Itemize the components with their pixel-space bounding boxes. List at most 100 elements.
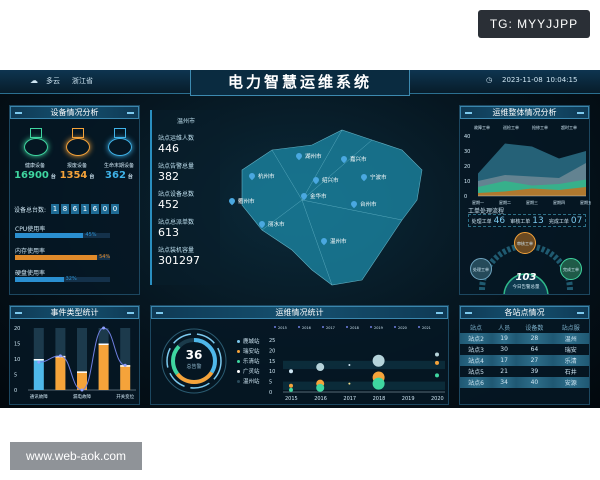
table-cell: 站点3 — [468, 347, 484, 354]
x-tick: 漏电故障 — [73, 393, 91, 400]
legend-item[interactable]: 瑞安站 — [237, 346, 260, 356]
map-city-label[interactable]: 湖州市 — [305, 154, 322, 160]
legend-item[interactable]: 鹿城站 — [237, 336, 260, 346]
usage-bar — [15, 233, 110, 238]
table-row[interactable]: 站点5 21 39 石井 — [460, 366, 589, 377]
map-city-label[interactable]: 嘉兴市 — [350, 157, 367, 163]
legend-dot — [394, 326, 396, 328]
city-name: 温州市 — [176, 118, 195, 125]
legend-item[interactable]: 乐清站 — [237, 356, 260, 366]
table-cell: 站点5 — [468, 369, 484, 376]
event-panel-title: 事件类型统计 — [10, 306, 139, 319]
x-tick: 星期一 — [472, 199, 484, 205]
value: 362 — [105, 170, 126, 181]
y-tick: 20 — [269, 348, 275, 354]
table-row[interactable]: 站点4 17 27 乐清 — [460, 355, 589, 366]
workflow-diagram — [479, 243, 573, 294]
node-complete[interactable]: 完成工单 — [560, 258, 582, 280]
dashboard: ☁ 多云 浙江省 ◷ 2023-11-08 10:04:15 电力智慧运维系统 … — [0, 70, 600, 408]
table-cell: 39 — [530, 368, 539, 375]
node-review[interactable]: 审核工单 — [514, 232, 536, 254]
device-total-label: 设备总台数: — [14, 206, 47, 214]
line-point — [80, 388, 84, 392]
table-row[interactable]: 站点3 30 64 瑞安 — [460, 344, 589, 355]
table-row[interactable]: 站点6 34 40 安源 — [460, 377, 589, 388]
table-cell: 27 — [516, 355, 553, 366]
map-city-label[interactable]: 台州市 — [360, 202, 377, 208]
scatter-point — [435, 360, 439, 365]
unit: 台 — [89, 174, 95, 180]
legend-dot — [237, 369, 240, 373]
alarm-total-label: 今日告警总量 — [512, 285, 540, 290]
column-header[interactable]: 站点服 — [561, 325, 580, 332]
table-cell: 19 — [491, 333, 517, 344]
table-row[interactable]: 站点2 19 28 温州 — [460, 333, 589, 344]
device-stat-value: 16900 台 — [14, 170, 56, 181]
x-tick: 星期五 — [580, 199, 591, 205]
device-stat-label: 生命末期设备 — [103, 163, 134, 169]
band — [283, 381, 445, 390]
map-city-label[interactable]: 绍兴市 — [322, 178, 339, 184]
map-city-label[interactable]: 杭州市 — [258, 174, 275, 180]
map-city-label[interactable]: 宁波市 — [370, 175, 387, 181]
legend-dot — [418, 326, 420, 328]
table-cell: 28 — [516, 333, 553, 344]
watermark-site: www.web-aok.com — [10, 442, 142, 470]
bar-cap — [77, 371, 87, 373]
watermark-tg: TG: MYYJJPP — [478, 10, 590, 38]
device-panel: 设备情况分析 健康设备 16900 台报废设备 1354 台生命末期设备 362 台 设备总… — [9, 105, 140, 295]
legend-dot — [237, 359, 240, 363]
clock-icon: ◷ — [486, 76, 493, 84]
y-tick: 15 — [269, 359, 275, 365]
ops-panel-title: 运维整体情况分析 — [460, 106, 589, 119]
y-tick: 10 — [464, 179, 470, 185]
device-stat-value: 1354 台 — [56, 170, 98, 181]
line-point — [37, 360, 41, 364]
unit: 台 — [127, 174, 133, 180]
bar-chart: 0 5 10 15 20 通讯故障 漏电故障 开关变位 — [14, 326, 136, 400]
table-cell: 站点4 — [460, 355, 492, 366]
x-tick: 星期三 — [526, 199, 538, 205]
usage-percent: 32% — [65, 276, 77, 282]
total-digit: 6 — [91, 204, 100, 214]
legend-dot — [346, 326, 348, 328]
device-panel-title: 设备情况分析 — [10, 106, 139, 119]
city-stat-value: 613 — [158, 226, 179, 239]
station-panel: 各站点情况 站点 人员 设备数 站点服 站点2 19 28 温州 站点3 30 64 瑞安 站点4 17 2… — [459, 305, 590, 405]
column-header[interactable]: 设备数 — [525, 325, 544, 332]
legend-item: 2015 — [278, 326, 287, 330]
map-city-label[interactable]: 金华市 — [310, 194, 327, 200]
table-cell: 瑞安 — [564, 347, 577, 354]
total-digit: 1 — [81, 204, 90, 214]
table-cell: 安源 — [552, 377, 589, 388]
legend-item[interactable]: 温州站 — [237, 376, 260, 386]
y-tick: 5 — [14, 373, 17, 379]
column-header[interactable]: 站点 — [469, 325, 482, 332]
alarm-total-value: 103 — [515, 272, 537, 283]
map-city-label[interactable]: 丽水市 — [268, 222, 285, 228]
ops-panel: 运维整体情况分析 故障工单 巡检工单 抢修工单 超时工单 0 10 20 30 40 星期一 星期二… — [459, 105, 591, 295]
map-city-label[interactable]: 温州市 — [330, 239, 347, 245]
node-process[interactable]: 处理工单 — [470, 258, 492, 280]
device-stat-value: 362 台 — [98, 170, 140, 181]
zhejiang-map[interactable] — [222, 110, 452, 300]
legend-dot — [237, 339, 240, 343]
map-city-label[interactable]: 衢州市 — [238, 199, 255, 205]
legend-item[interactable]: 广灵站 — [237, 366, 260, 376]
column-header[interactable]: 人员 — [498, 325, 511, 332]
legend-dot — [298, 326, 300, 328]
area-chart: 故障工单 巡检工单 抢修工单 超时工单 0 10 20 30 40 星期一 星期二 星期三 星期四 星期五 — [464, 124, 591, 205]
line-point — [102, 326, 106, 330]
x-tick: 2016 — [314, 396, 327, 402]
value: 1354 — [59, 170, 88, 181]
city-stat-label: 站点运维人数 — [158, 135, 195, 142]
city-stat-value: 452 — [158, 198, 179, 211]
device-stat-label: 健康设备 — [24, 163, 45, 169]
line-point — [58, 354, 62, 358]
cloud-icon: ☁ — [30, 76, 38, 85]
scatter-point — [348, 363, 351, 366]
device-icon — [66, 138, 90, 156]
legend-item: 抢修工单 — [532, 124, 548, 130]
bar — [98, 343, 109, 390]
legend-dot — [237, 379, 240, 383]
